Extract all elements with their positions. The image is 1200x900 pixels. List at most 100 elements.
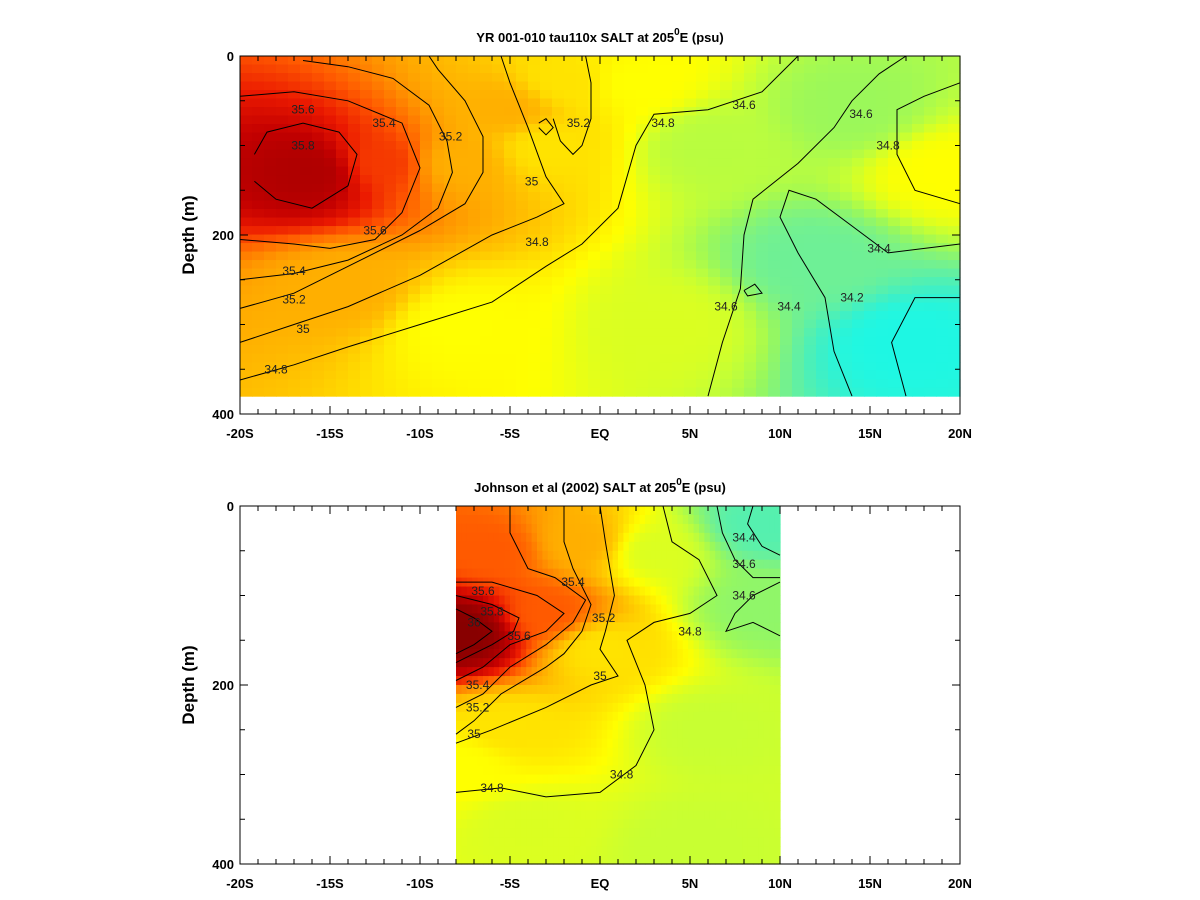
field-cell <box>456 192 469 202</box>
field-cell <box>531 747 538 758</box>
field-cell <box>547 702 554 713</box>
field-cell <box>461 631 468 641</box>
field-cell <box>732 124 745 134</box>
field-cell <box>682 729 689 740</box>
field-cell <box>607 577 614 588</box>
field-cell <box>661 541 668 552</box>
field-cell <box>742 586 749 597</box>
field-cell <box>477 738 484 749</box>
field-cell <box>623 846 630 856</box>
field-cell <box>912 243 925 253</box>
field-cell <box>677 810 684 820</box>
field-cell <box>537 595 543 606</box>
field-cell <box>432 107 445 117</box>
field-cell <box>704 523 711 534</box>
field-cell <box>618 693 624 704</box>
field-cell <box>756 200 769 210</box>
field-cell <box>709 506 716 516</box>
field-cell <box>650 631 657 641</box>
field-cell <box>924 277 937 287</box>
field-cell <box>504 115 517 125</box>
field-cell <box>650 595 657 606</box>
field-cell <box>715 667 722 677</box>
field-cell <box>542 514 549 525</box>
field-cell <box>576 98 589 108</box>
field-cell <box>763 676 770 686</box>
field-cell <box>456 649 462 659</box>
field-cell <box>300 98 313 108</box>
field-cell <box>731 541 738 552</box>
field-cell <box>528 73 541 83</box>
field-cell <box>804 345 817 355</box>
field-cell <box>912 73 925 83</box>
field-cell <box>876 115 889 125</box>
field-cell <box>240 362 253 372</box>
field-cell <box>634 828 641 838</box>
field-cell <box>456 702 462 713</box>
field-cell <box>336 345 349 355</box>
field-cell <box>726 658 732 668</box>
contour-label: 35 <box>525 174 539 188</box>
field-cell <box>552 175 565 185</box>
x-tick-label: 20N <box>948 426 972 441</box>
field-cell <box>276 328 289 338</box>
field-cell <box>682 810 689 820</box>
field-cell <box>876 260 889 270</box>
field-cell <box>531 550 538 561</box>
field-cell <box>372 132 385 142</box>
field-cell <box>753 685 759 695</box>
field-cell <box>758 783 765 793</box>
field-cell <box>744 158 757 168</box>
field-cell <box>300 311 313 321</box>
field-cell <box>336 302 349 312</box>
field-cell <box>588 183 601 193</box>
field-cell <box>618 783 624 793</box>
field-cell <box>720 640 727 650</box>
field-cell <box>488 541 495 552</box>
field-cell <box>648 107 661 117</box>
field-cell <box>612 124 625 134</box>
field-cell <box>574 550 581 561</box>
field-cell <box>660 81 673 91</box>
field-cell <box>763 658 770 668</box>
field-cell <box>684 243 697 253</box>
field-cell <box>300 268 313 278</box>
field-cell <box>645 819 651 829</box>
field-cell <box>888 192 901 202</box>
field-cell <box>852 328 865 338</box>
field-cell <box>240 285 253 295</box>
contour-label: 36 <box>467 615 481 629</box>
field-cell <box>639 855 646 865</box>
field-cell <box>732 132 745 142</box>
field-cell <box>677 640 684 650</box>
field-cell <box>742 640 749 650</box>
field-cell <box>732 200 745 210</box>
field-cell <box>493 828 500 838</box>
field-cell <box>472 756 479 767</box>
field-cell <box>312 319 325 329</box>
field-cell <box>408 56 421 66</box>
field-cell <box>688 559 695 570</box>
field-cell <box>661 765 668 776</box>
field-cell <box>396 370 409 380</box>
field-cell <box>715 828 722 838</box>
field-cell <box>574 559 581 570</box>
field-cell <box>396 277 409 287</box>
field-cell <box>432 81 445 91</box>
field-cell <box>708 81 721 91</box>
field-cell <box>912 217 925 227</box>
field-cell <box>240 132 253 142</box>
field-cell <box>520 801 527 811</box>
field-cell <box>677 846 684 856</box>
field-cell <box>564 792 570 802</box>
field-cell <box>312 141 325 151</box>
field-cell <box>623 622 630 632</box>
field-cell <box>444 302 457 312</box>
field-cell <box>607 595 614 606</box>
field-cell <box>488 828 495 838</box>
field-cell <box>618 685 624 695</box>
field-cell <box>840 294 853 304</box>
field-cell <box>607 514 614 525</box>
field-cell <box>558 711 565 722</box>
field-cell <box>650 792 657 802</box>
